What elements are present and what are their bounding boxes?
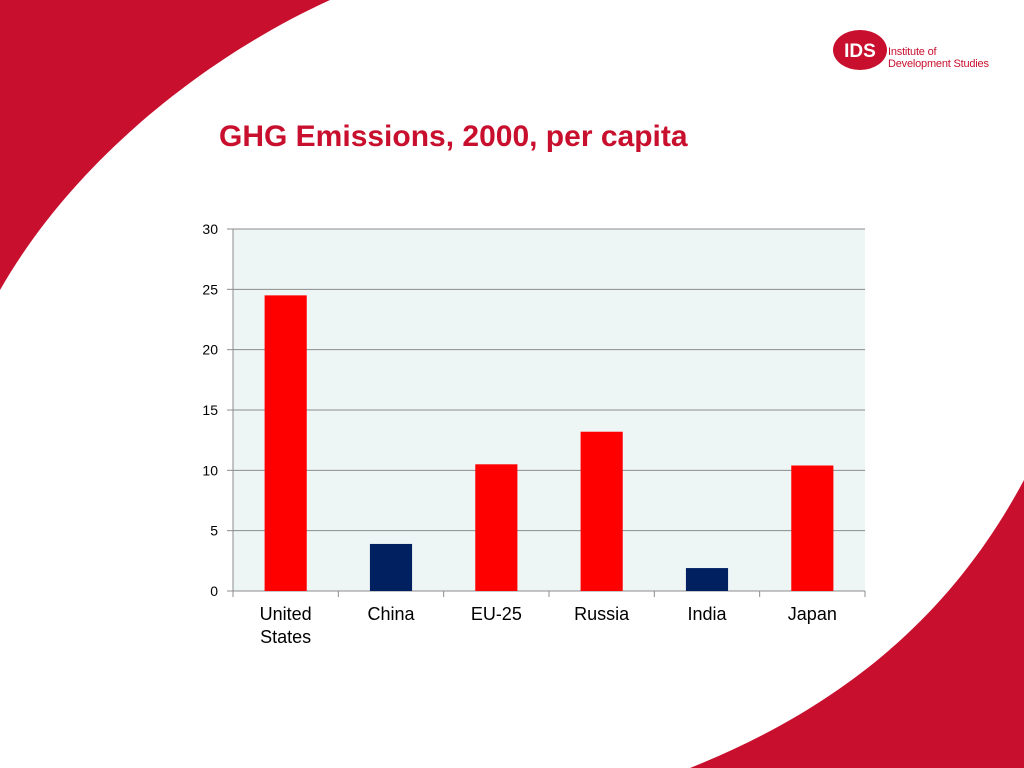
y-tick-label: 5 (210, 523, 218, 539)
x-category-label: China (367, 604, 415, 624)
x-category-label: EU-25 (471, 604, 522, 624)
ids-logo: IDS Institute of Development Studies (832, 26, 1012, 76)
ids-badge-text: IDS (844, 41, 876, 62)
bar-eu-25 (475, 464, 518, 591)
red-swoosh-bottom-right (690, 480, 1024, 768)
x-category-label: Japan (788, 604, 837, 624)
x-category-label: States (260, 627, 311, 647)
logo-line-2: Development Studies (888, 58, 989, 70)
x-category-label: India (687, 604, 727, 624)
y-tick-label: 30 (202, 221, 218, 237)
y-tick-label: 15 (202, 402, 218, 418)
y-tick-label: 0 (210, 583, 218, 599)
bar-india (685, 568, 729, 591)
x-category-label: Russia (574, 604, 630, 624)
logo-line-1: Institute of (888, 46, 937, 58)
y-tick-label: 10 (202, 462, 218, 478)
bar-japan (791, 465, 834, 591)
y-tick-label: 20 (202, 342, 218, 358)
y-tick-label: 25 (202, 281, 218, 297)
ids-badge-icon: IDS (833, 30, 887, 70)
bar-russia (580, 431, 623, 591)
x-category-label: United (260, 604, 312, 624)
chart-title: GHG Emissions, 2000, per capita (219, 120, 688, 153)
ids-logo-text: Institute of Development Studies (888, 46, 989, 70)
bar-united-states (264, 295, 307, 591)
bar-china (369, 543, 413, 591)
red-swoosh-top-left (0, 0, 330, 290)
